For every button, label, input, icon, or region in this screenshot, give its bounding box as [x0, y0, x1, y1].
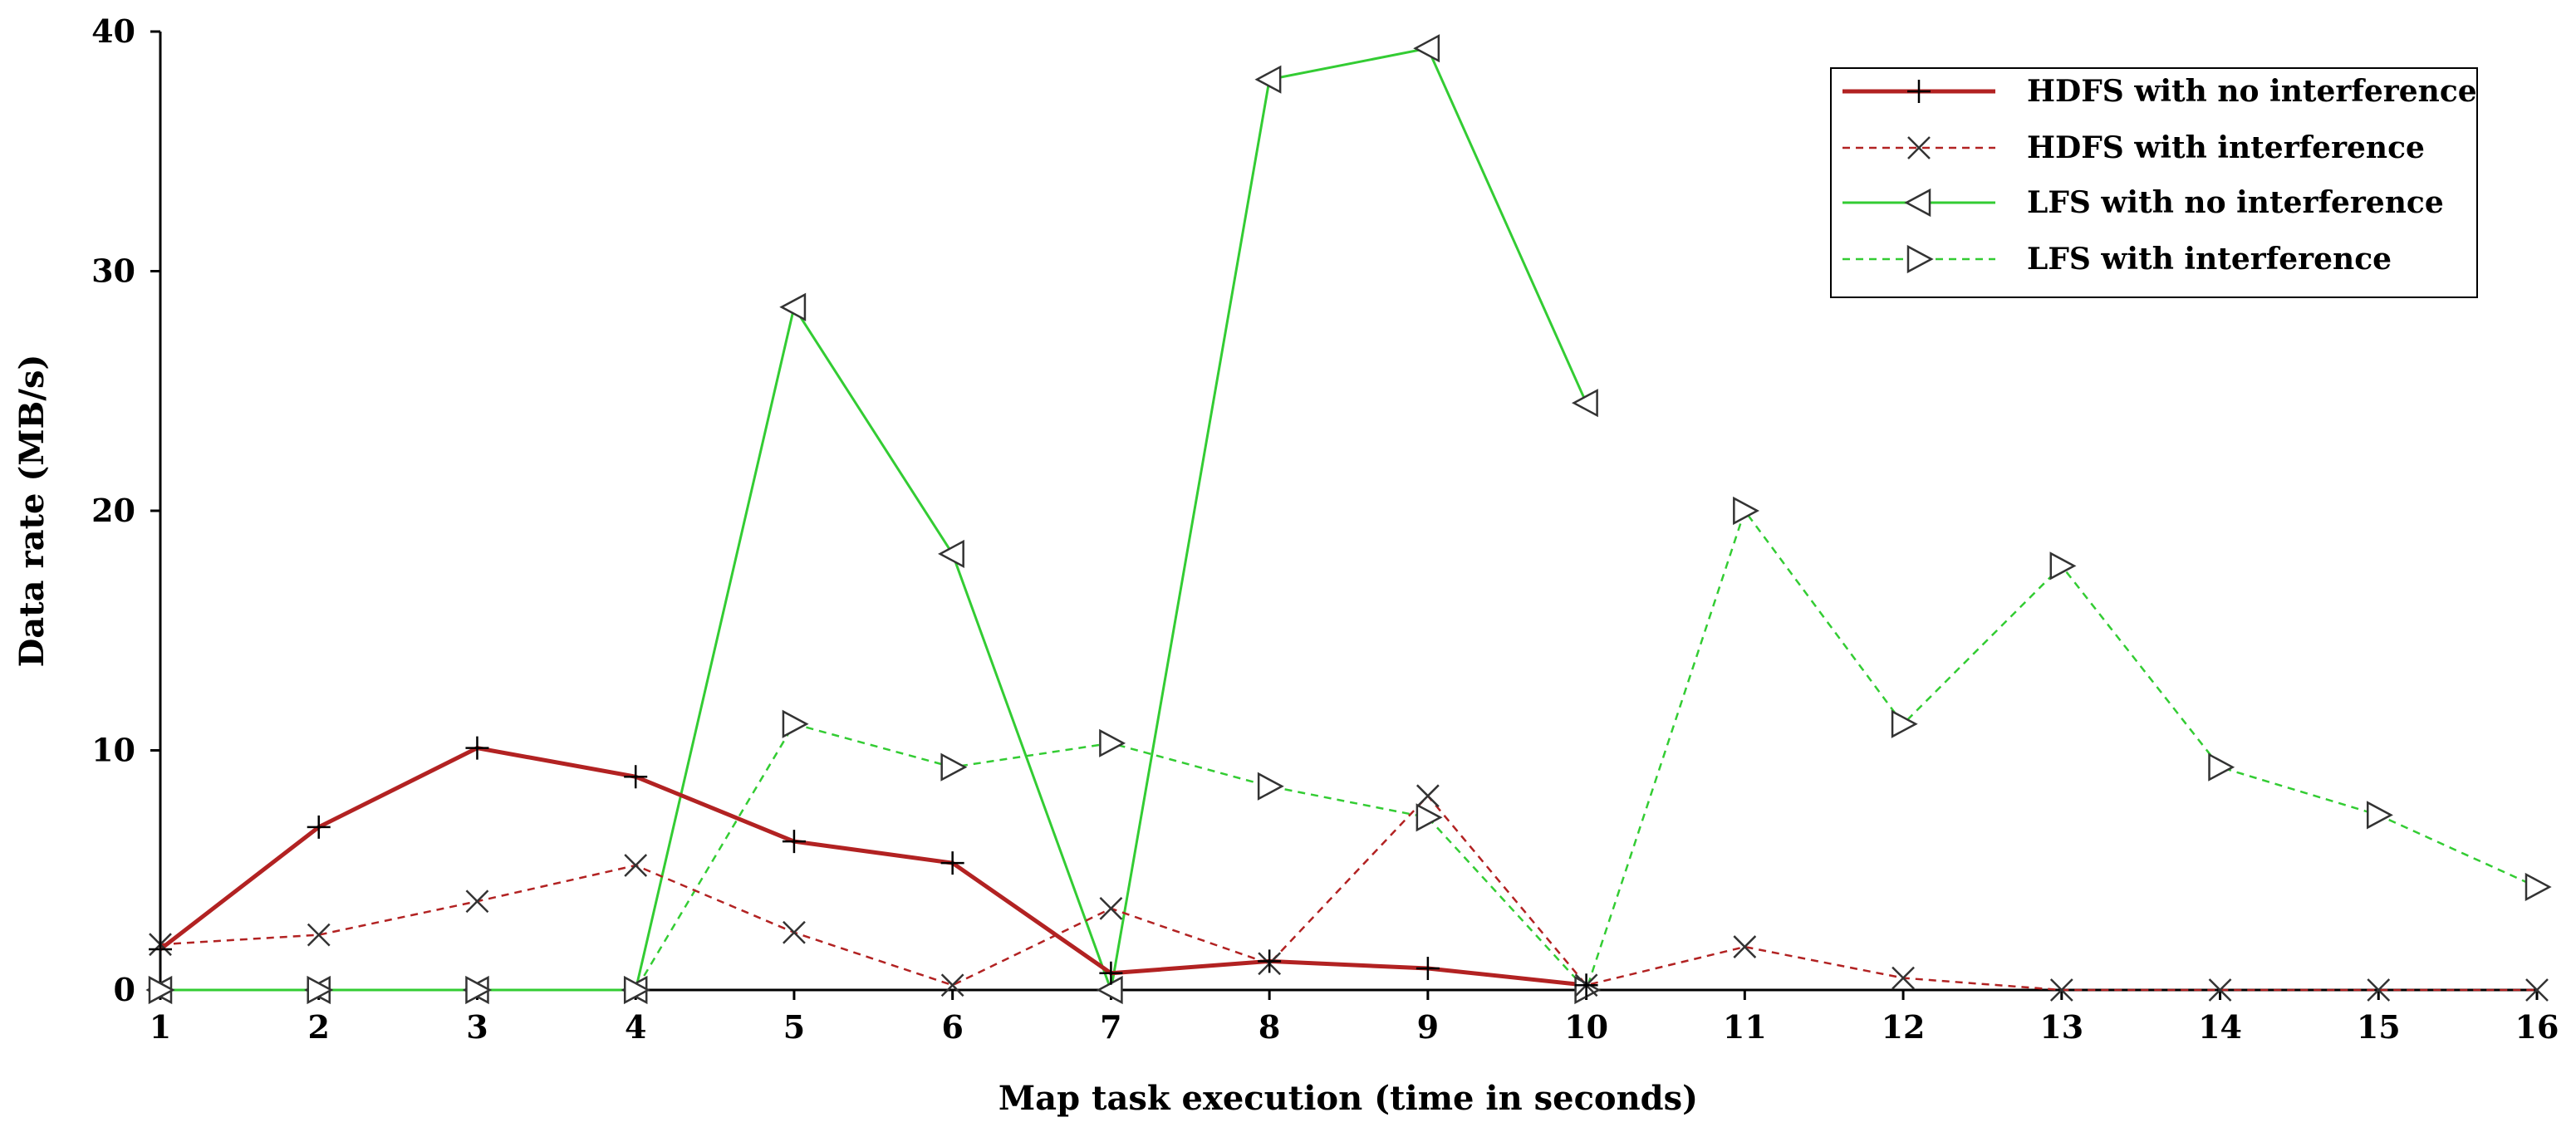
x-tick-label: 3 — [466, 1008, 488, 1046]
data-point — [782, 709, 809, 738]
data-point — [307, 975, 334, 1005]
data-point — [307, 923, 331, 947]
x-tick-label: 11 — [1723, 1008, 1767, 1046]
series-3 — [160, 47, 1587, 995]
x-tick-label: 15 — [2357, 1008, 2401, 1046]
series-line — [160, 47, 1587, 995]
legend-label: HDFS with no interference — [2027, 74, 2477, 109]
data-point — [782, 830, 806, 854]
x-tick-label: 13 — [2039, 1008, 2083, 1046]
data-point — [149, 937, 172, 961]
data-point — [940, 973, 964, 997]
data-point — [2208, 978, 2232, 1002]
data-point — [1099, 728, 1126, 757]
data-point — [465, 736, 489, 760]
data-point — [2208, 752, 2235, 782]
y-tick-label: 0 — [114, 971, 135, 1008]
data-point — [1891, 709, 1918, 738]
data-point — [1258, 949, 1282, 973]
x-axis-title: Map task execution (time in seconds) — [999, 1079, 1698, 1118]
data-point — [2367, 801, 2393, 830]
data-point — [779, 292, 807, 321]
x-tick-label: 10 — [1564, 1008, 1608, 1046]
data-point — [1413, 34, 1440, 63]
data-point — [1733, 496, 1759, 526]
y-tick-label: 20 — [91, 492, 135, 529]
legend-marker — [1907, 80, 1931, 103]
series-line — [160, 508, 2538, 992]
legend-label: HDFS with interference — [2027, 130, 2425, 165]
data-point — [1574, 973, 1598, 997]
legend-label: LFS with interference — [2027, 242, 2392, 277]
series-markers-2 — [149, 784, 2549, 1002]
data-point — [465, 889, 489, 914]
legend-marker — [1907, 136, 1931, 159]
data-point — [624, 765, 648, 789]
series-1 — [159, 746, 1587, 987]
data-point — [1416, 957, 1440, 981]
legend-label: LFS with no interference — [2027, 185, 2444, 220]
x-tick-label: 9 — [1417, 1008, 1439, 1046]
series-markers-3 — [145, 34, 1598, 1005]
y-axis-title: Data rate (MB/s) — [12, 355, 52, 668]
data-point — [2525, 978, 2549, 1002]
data-point — [2367, 978, 2391, 1002]
data-point — [1099, 961, 1123, 985]
data-point — [938, 539, 964, 569]
legend: HDFS with no interference HDFS with inter… — [1830, 67, 2478, 298]
data-point — [1416, 784, 1440, 808]
data-point — [940, 752, 968, 782]
x-tick-label: 12 — [1882, 1008, 1926, 1046]
data-point — [2524, 872, 2552, 902]
series-2 — [159, 794, 2537, 992]
data-point — [1099, 897, 1123, 920]
x-tick-label: 7 — [1100, 1008, 1121, 1046]
data-point — [307, 815, 331, 839]
series-markers-1 — [149, 736, 1598, 997]
data-point — [2049, 551, 2077, 581]
y-tick-label: 30 — [91, 252, 135, 290]
data-point — [2049, 978, 2073, 1002]
data-point — [1254, 65, 1282, 94]
legend-marker — [1906, 244, 1934, 274]
x-tick-label: 4 — [625, 1008, 646, 1046]
series-line — [159, 746, 1587, 987]
data-point — [1733, 935, 1757, 958]
data-point — [1892, 966, 1915, 990]
series-markers-4 — [148, 496, 2552, 1005]
legend-marker — [1904, 188, 1931, 218]
x-tick-label: 5 — [783, 1008, 805, 1046]
data-point — [783, 920, 806, 944]
data-point — [1257, 772, 1284, 801]
data-point — [1416, 803, 1443, 832]
series-4 — [160, 508, 2538, 992]
y-tick-label: 40 — [91, 12, 135, 50]
data-point — [623, 975, 650, 1005]
x-tick-label: 16 — [2515, 1008, 2559, 1046]
data-point — [624, 854, 648, 877]
data-point — [148, 975, 175, 1005]
x-tick-label: 1 — [150, 1008, 171, 1046]
data-point — [940, 851, 964, 875]
x-tick-label: 2 — [308, 1008, 330, 1046]
x-tick-label: 6 — [941, 1008, 963, 1046]
x-tick-label: 8 — [1259, 1008, 1280, 1046]
y-tick-label: 10 — [91, 732, 135, 769]
x-tick-label: 14 — [2198, 1008, 2242, 1046]
data-point — [1571, 389, 1598, 418]
series — [145, 34, 2552, 1005]
data-point — [465, 975, 493, 1005]
series-line — [159, 794, 2537, 992]
